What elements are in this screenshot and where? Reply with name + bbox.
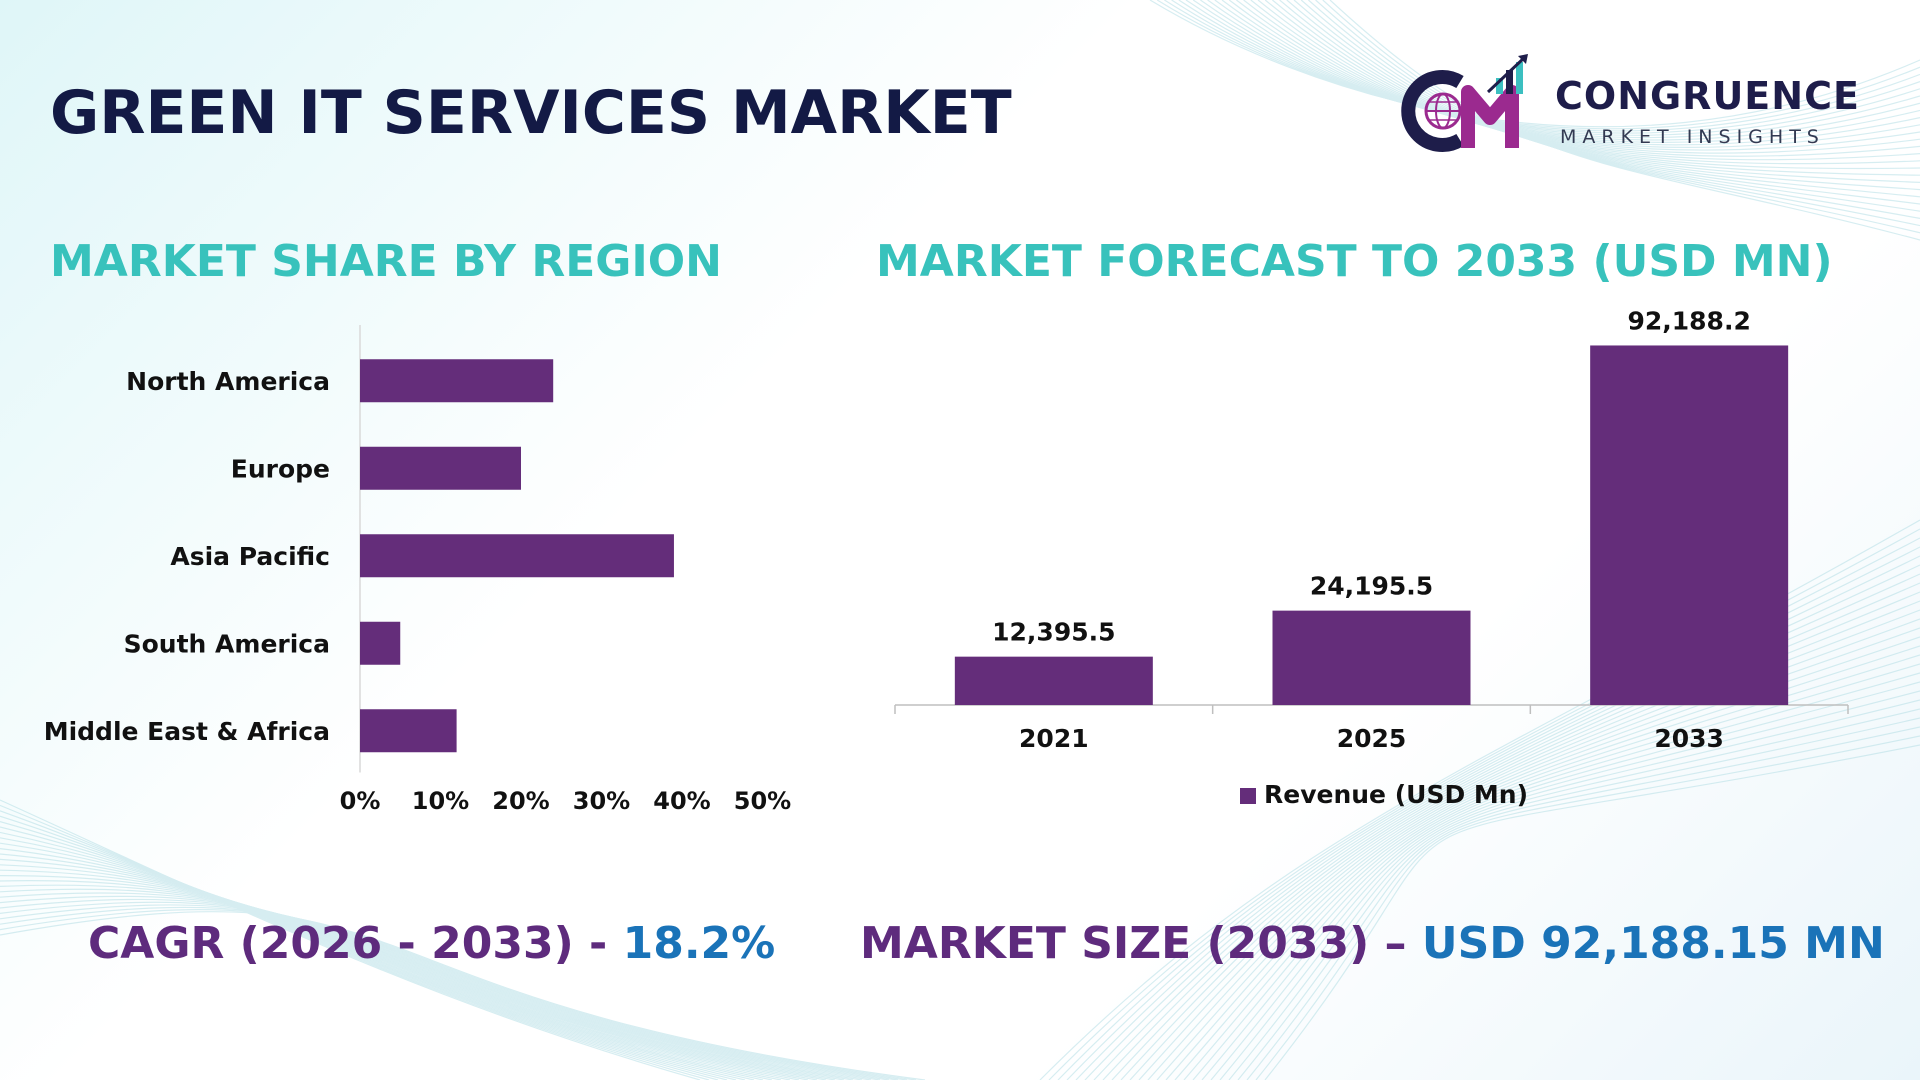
region-share-bar-chart: North America Europe Asia Pacific South Ame… — [44, 325, 791, 815]
region-category-label: Middle East & Africa — [44, 717, 330, 746]
page-title: GREEN IT SERVICES MARKET — [50, 78, 1012, 148]
forecast-data-label: 92,188.2 — [1627, 306, 1750, 335]
forecast-chart-title: MARKET FORECAST TO 2033 (USD MN) — [876, 236, 1833, 287]
legend-swatch — [1240, 788, 1256, 804]
logo-tagline: MARKET INSIGHTS — [1560, 126, 1825, 148]
region-category-label: Europe — [231, 454, 330, 483]
region-share-bar — [360, 359, 554, 403]
cagr-label: CAGR (2026 - 2033) - — [88, 918, 623, 969]
cagr-stat: CAGR (2026 - 2033) - 18.2% — [88, 918, 775, 969]
region-share-bar — [360, 534, 674, 578]
forecast-x-tick-label: 2033 — [1654, 724, 1724, 753]
region-x-tick-label: 30% — [573, 787, 630, 815]
region-x-tick-label: 50% — [734, 787, 791, 815]
forecast-data-label: 24,195.5 — [1310, 572, 1433, 601]
market-size-stat: MARKET SIZE (2033) – USD 92,188.15 MN — [860, 918, 1885, 969]
market-size-label: MARKET SIZE (2033) – — [860, 918, 1422, 969]
legend-label: Revenue (USD Mn) — [1264, 780, 1528, 809]
region-x-tick-label: 10% — [412, 787, 469, 815]
forecast-data-label: 12,395.5 — [992, 618, 1115, 647]
cm-globe-chart-icon — [1401, 54, 1528, 152]
region-share-chart-title: MARKET SHARE BY REGION — [50, 236, 722, 287]
region-share-bar — [360, 446, 521, 490]
region-share-bar — [360, 621, 401, 665]
forecast-x-tick-label: 2025 — [1337, 724, 1407, 753]
region-x-tick-label: 0% — [340, 787, 381, 815]
company-logo: CONGRUENCE MARKET INSIGHTS — [1398, 52, 1878, 162]
forecast-x-tick-label: 2021 — [1019, 724, 1089, 753]
market-size-value: USD 92,188.15 MN — [1421, 918, 1885, 969]
region-share-bar — [360, 709, 457, 753]
region-category-label: South America — [124, 629, 330, 658]
forecast-bar — [1272, 610, 1471, 705]
forecast-bar — [954, 656, 1153, 705]
region-category-label: North America — [126, 367, 330, 396]
logo-name: CONGRUENCE — [1555, 74, 1860, 118]
forecast-bar-chart: 12,395.5 2021 24,195.5 2025 92,188.2 2033 Reve… — [894, 306, 1849, 809]
region-category-label: Asia Pacific — [170, 542, 330, 571]
cagr-value: 18.2% — [622, 918, 776, 969]
region-x-tick-label: 20% — [492, 787, 549, 815]
region-x-tick-label: 40% — [653, 787, 710, 815]
forecast-bar — [1590, 345, 1789, 705]
